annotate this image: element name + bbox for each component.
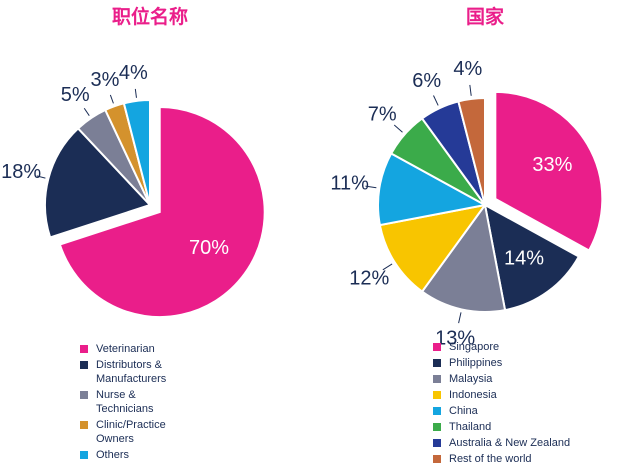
chart-title-job: 职位名称 <box>111 7 188 28</box>
leader-line-country-rest-of-the-world <box>469 84 472 96</box>
legend-item-nurse-technicians: Nurse & Technicians <box>80 388 280 416</box>
legend-item-singapore: Singapore <box>433 340 613 354</box>
data-label-country-malaysia: 13% <box>435 328 475 350</box>
leader-line-country-china <box>365 185 377 189</box>
leader-line-job-distributors-manufacturers <box>36 175 46 179</box>
pie-country: 33% 14% 13% 12% 11% 7% 6% 4% <box>330 58 604 350</box>
legend-label: Indonesia <box>449 389 497 401</box>
legend-label: Others <box>96 449 130 461</box>
legend-item-rest-of-the-world: Rest of the world <box>433 452 613 466</box>
data-label-job-clinic-practice-owners: 3% <box>90 69 119 91</box>
legend-swatch <box>433 455 441 463</box>
legend-item-china: China <box>433 404 613 418</box>
data-label-country-indonesia: 12% <box>349 267 389 289</box>
legend-swatch <box>433 343 441 351</box>
data-label-job-nurse-technicians: 5% <box>61 84 90 106</box>
data-label-job-others: 4% <box>119 62 148 84</box>
legend-label: Distributors & Manufacturers <box>96 359 167 385</box>
legend-swatch <box>433 375 441 383</box>
legend-swatch <box>433 423 441 431</box>
pie-slice-country-singapore <box>494 90 604 252</box>
legend-label: China <box>449 405 478 417</box>
legend-item-indonesia: Indonesia <box>433 388 613 402</box>
legend-item-australia-new-zealand: Australia & New Zealand <box>433 436 613 450</box>
legend-swatch <box>80 451 88 459</box>
pie-slice-job-distributors-manufacturers <box>44 127 152 239</box>
legend-label: Malaysia <box>449 373 493 385</box>
pie-slice-country-indonesia <box>378 203 488 293</box>
pie-slice-country-rest-of-the-world <box>457 96 486 206</box>
legend-item-veterinarian: Veterinarian <box>80 342 280 356</box>
legend-country: Singapore Philippines Malaysia Indonesia Chi… <box>433 340 613 468</box>
legend-label: Clinic/Practice Owners <box>96 419 166 445</box>
legend-label: Philippines <box>449 357 503 369</box>
pie-slice-country-philippines <box>483 203 581 312</box>
pie-slice-country-malaysia <box>420 202 507 313</box>
leader-line-country-indonesia <box>382 263 393 271</box>
legend-label: Singapore <box>449 341 500 353</box>
legend-swatch <box>433 407 441 415</box>
leader-line-job-clinic-practice-owners <box>109 94 114 104</box>
data-label-country-thailand: 7% <box>368 103 397 125</box>
legend-item-others: Others <box>80 448 280 462</box>
data-label-country-rest-of-the-world: 4% <box>453 58 482 80</box>
legend-item-philippines: Philippines <box>433 356 613 370</box>
legend-swatch <box>80 391 88 399</box>
legend-swatch <box>80 421 88 429</box>
legend-swatch <box>80 345 88 353</box>
data-label-country-singapore: 33% <box>532 154 572 176</box>
leader-line-country-malaysia <box>458 312 462 324</box>
chart-title-country: 国家 <box>465 7 504 28</box>
legend-swatch <box>433 439 441 447</box>
data-label-country-australia-new-zealand: 6% <box>412 70 441 92</box>
leader-line-country-australia-new-zealand <box>433 95 439 106</box>
legend-label: Rest of the world <box>449 453 532 465</box>
legend-swatch <box>433 391 441 399</box>
legend-label: Nurse & Technicians <box>96 389 154 415</box>
leader-line-job-others <box>134 88 137 98</box>
legend-swatch <box>433 359 441 367</box>
legend-item-clinic-practice-owners: Clinic/Practice Owners <box>80 418 280 446</box>
pie-slice-job-others <box>122 98 151 206</box>
leader-line-country-thailand <box>393 124 403 133</box>
data-label-job-distributors-manufacturers: 18% <box>1 161 41 183</box>
legend-swatch <box>80 361 88 369</box>
legend-job-title: Veterinarian Distributors & Manufacturers… <box>80 342 280 464</box>
pie-slice-job-veterinarian <box>58 106 266 319</box>
data-label-country-philippines: 14% <box>504 248 544 270</box>
legend-label: Veterinarian <box>96 343 155 355</box>
leader-line-job-nurse-technicians <box>83 107 90 116</box>
pie-job-title: 70% 18% 5%3% 4% <box>1 62 266 319</box>
legend-item-malaysia: Malaysia <box>433 372 613 386</box>
data-label-country-china: 11% <box>330 173 369 195</box>
data-label-job-veterinarian: 70% <box>189 237 229 259</box>
pie-slice-country-china <box>377 152 488 227</box>
legend-item-thailand: Thailand <box>433 420 613 434</box>
legend-label: Australia & New Zealand <box>449 437 571 449</box>
legend-item-distributors-manufacturers: Distributors & Manufacturers <box>80 358 280 386</box>
legend-label: Thailand <box>449 421 492 433</box>
